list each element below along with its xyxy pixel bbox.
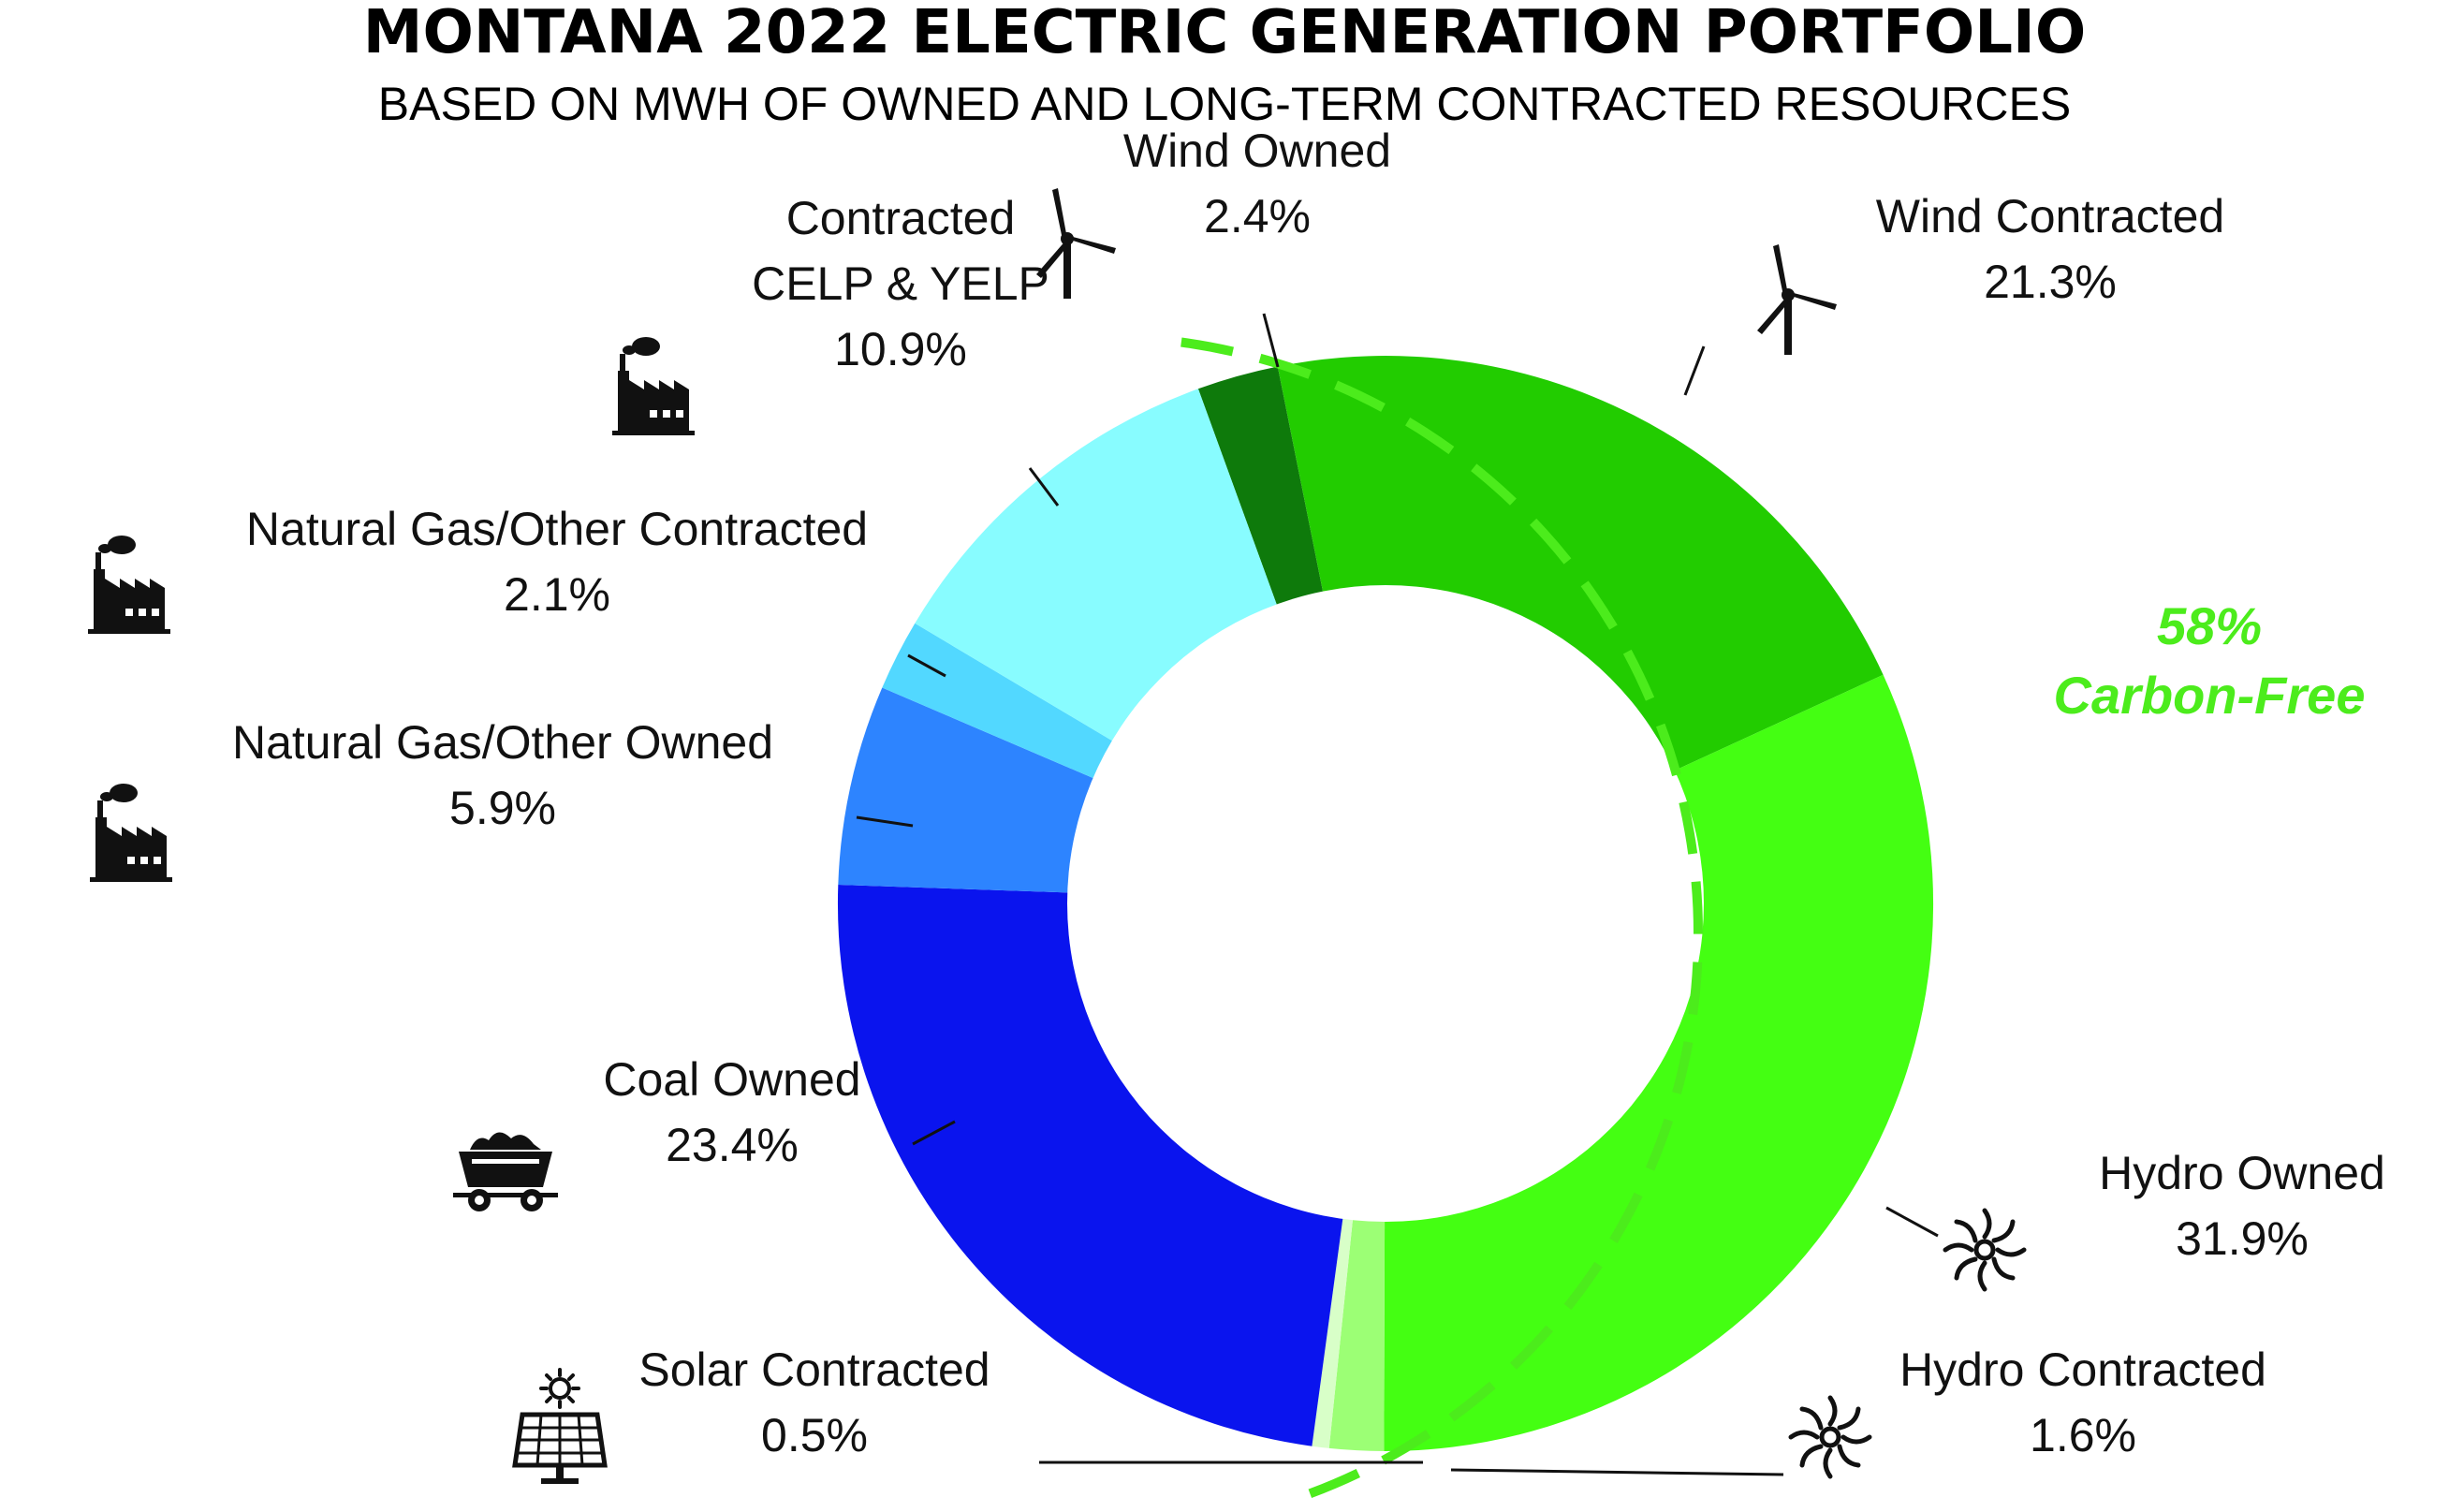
- slice-value-hydro-contracted: 1.6%: [2030, 1409, 2136, 1461]
- solar-panel-icon: [515, 1370, 605, 1484]
- factory-icon: [90, 784, 172, 882]
- slice-label-natural-gas-other-contracted: Natural Gas/Other Contracted: [246, 503, 868, 555]
- slice-label-wind-contracted: Wind Contracted: [1876, 190, 2224, 242]
- slice-value-natural-gas-other-contracted: 2.1%: [504, 568, 610, 621]
- chart-subtitle: BASED ON MWH OF OWNED AND LONG-TERM CONT…: [378, 78, 2071, 130]
- slice-value-wind-contracted: 21.3%: [1984, 256, 2117, 308]
- leader-line-contracted-celp-yelp: [1028, 467, 1060, 506]
- slice-label-contracted-celp-yelp: Contracted: [786, 192, 1016, 244]
- donut-hole: [1067, 585, 1704, 1222]
- hydro-turbine-icon: [1945, 1211, 2024, 1289]
- leader-line-coal-owned: [912, 1120, 956, 1146]
- slice-label-hydro-contracted: Hydro Contracted: [1899, 1343, 2266, 1396]
- slice-value-solar-contracted: 0.5%: [761, 1409, 868, 1461]
- hydro-turbine-icon: [1791, 1398, 1870, 1476]
- leader-line-natural-gas-other-contracted: [907, 653, 946, 678]
- slice-value-wind-owned: 2.4%: [1204, 190, 1311, 242]
- coal-cart-icon: [453, 1132, 558, 1211]
- leader-line-hydro-contracted: [1450, 1468, 1784, 1476]
- slice-label-hydro-owned: Hydro Owned: [2099, 1147, 2385, 1199]
- slice-label-contracted-celp-yelp: CELP & YELP: [752, 257, 1049, 310]
- slice-value-hydro-owned: 31.9%: [2176, 1212, 2309, 1265]
- leader-line-natural-gas-other-owned: [856, 815, 914, 828]
- carbon-free-percent: 58%: [2157, 596, 2262, 655]
- chart-title: MONTANA 2022 ELECTRIC GENERATION PORTFOL…: [363, 0, 2086, 67]
- slice-label-solar-contracted: Solar Contracted: [638, 1343, 990, 1396]
- slice-label-natural-gas-other-owned: Natural Gas/Other Owned: [232, 716, 773, 769]
- slice-value-coal-owned: 23.4%: [666, 1119, 799, 1171]
- carbon-free-label: Carbon-Free: [2054, 666, 2366, 725]
- leader-line-wind-contracted: [1683, 345, 1706, 396]
- carbon-free-bracket: [1181, 337, 1703, 1500]
- slice-value-contracted-celp-yelp: 10.9%: [834, 323, 967, 375]
- factory-icon: [612, 337, 695, 435]
- factory-icon: [88, 536, 170, 634]
- slice-value-natural-gas-other-owned: 5.9%: [449, 782, 556, 834]
- wind-turbine-icon: [1757, 244, 1837, 355]
- leader-line-hydro-owned: [1885, 1206, 1939, 1238]
- slice-label-wind-owned: Wind Owned: [1123, 125, 1391, 177]
- slice-label-coal-owned: Coal Owned: [603, 1053, 860, 1106]
- leader-line-wind-owned: [1262, 313, 1280, 368]
